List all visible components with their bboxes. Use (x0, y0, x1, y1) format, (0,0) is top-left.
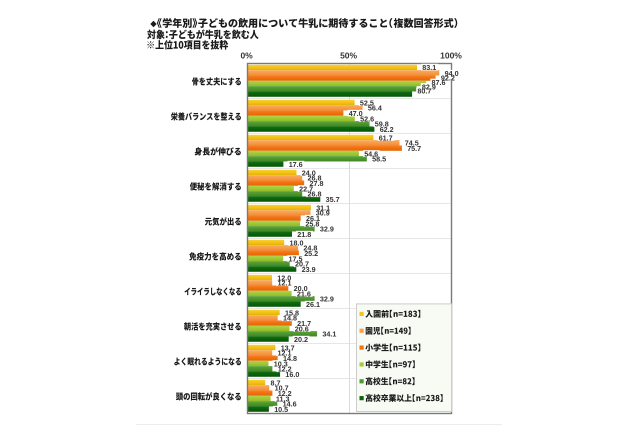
svg-text:21.8: 21.8 (297, 230, 311, 239)
svg-text:27.8: 27.8 (310, 179, 324, 188)
svg-text:17.5: 17.5 (289, 254, 303, 263)
svg-text:20.6: 20.6 (295, 324, 309, 333)
svg-text:20.0: 20.0 (294, 284, 308, 293)
svg-text:12.2: 12.2 (278, 389, 292, 398)
svg-text:54.6: 54.6 (364, 149, 378, 158)
svg-text:50%: 50% (340, 51, 357, 61)
svg-text:92.2: 92.2 (441, 73, 455, 82)
svg-text:12.0: 12.0 (277, 273, 291, 282)
svg-text:83.1: 83.1 (422, 63, 436, 72)
svg-text:34.1: 34.1 (322, 330, 336, 339)
svg-text:12.1: 12.1 (278, 349, 292, 358)
svg-text:52.5: 52.5 (360, 98, 374, 107)
svg-text:75.7: 75.7 (407, 144, 421, 153)
svg-text:30.9: 30.9 (316, 209, 330, 218)
svg-text:31.1: 31.1 (316, 203, 330, 212)
svg-text:12.2: 12.2 (278, 365, 292, 374)
svg-text:12.1: 12.1 (278, 279, 292, 288)
svg-text:10.7: 10.7 (275, 384, 289, 393)
svg-text:10.5: 10.5 (274, 405, 288, 414)
svg-text:82.9: 82.9 (422, 82, 436, 91)
svg-text:32.9: 32.9 (320, 295, 334, 304)
svg-text:10.3: 10.3 (274, 359, 288, 368)
svg-text:61.7: 61.7 (379, 133, 393, 142)
svg-text:20.7: 20.7 (295, 260, 309, 269)
svg-text:24.8: 24.8 (303, 244, 317, 253)
svg-text:15.8: 15.8 (285, 308, 299, 317)
svg-text:14.6: 14.6 (283, 400, 297, 409)
svg-text:14.8: 14.8 (283, 354, 297, 363)
svg-text:24.0: 24.0 (302, 168, 316, 177)
svg-text:20.2: 20.2 (294, 335, 308, 344)
svg-text:32.9: 32.9 (320, 225, 334, 234)
svg-text:47.0: 47.0 (349, 109, 363, 118)
svg-text:80.7: 80.7 (417, 87, 431, 96)
svg-text:18.0: 18.0 (290, 238, 304, 247)
svg-text:23.9: 23.9 (302, 265, 316, 274)
svg-text:26.8: 26.8 (308, 174, 322, 183)
svg-text:26.8: 26.8 (308, 190, 322, 199)
svg-text:14.8: 14.8 (283, 314, 297, 323)
svg-text:13.7: 13.7 (281, 343, 295, 352)
svg-text:17.6: 17.6 (289, 160, 303, 169)
svg-text:58.5: 58.5 (372, 155, 386, 164)
svg-text:74.5: 74.5 (405, 139, 419, 148)
svg-text:35.7: 35.7 (326, 195, 340, 204)
svg-text:0%: 0% (240, 51, 253, 61)
svg-text:11.3: 11.3 (276, 394, 290, 403)
svg-text:100%: 100% (440, 51, 462, 61)
svg-text:16.0: 16.0 (285, 370, 299, 379)
svg-text:26.1: 26.1 (306, 214, 320, 223)
svg-text:94.0: 94.0 (445, 69, 459, 78)
svg-text:59.8: 59.8 (375, 120, 389, 129)
svg-text:87.6: 87.6 (432, 78, 446, 87)
svg-text:26.1: 26.1 (306, 300, 320, 309)
svg-text:62.2: 62.2 (380, 125, 394, 134)
svg-text:25.8: 25.8 (305, 219, 319, 228)
svg-text:21.7: 21.7 (297, 319, 311, 328)
svg-text:21.6: 21.6 (297, 289, 311, 298)
svg-text:56.4: 56.4 (368, 104, 382, 113)
svg-text:22.7: 22.7 (299, 184, 313, 193)
svg-text:25.2: 25.2 (304, 249, 318, 258)
svg-text:52.6: 52.6 (360, 114, 374, 123)
svg-text:8.7: 8.7 (271, 378, 281, 387)
